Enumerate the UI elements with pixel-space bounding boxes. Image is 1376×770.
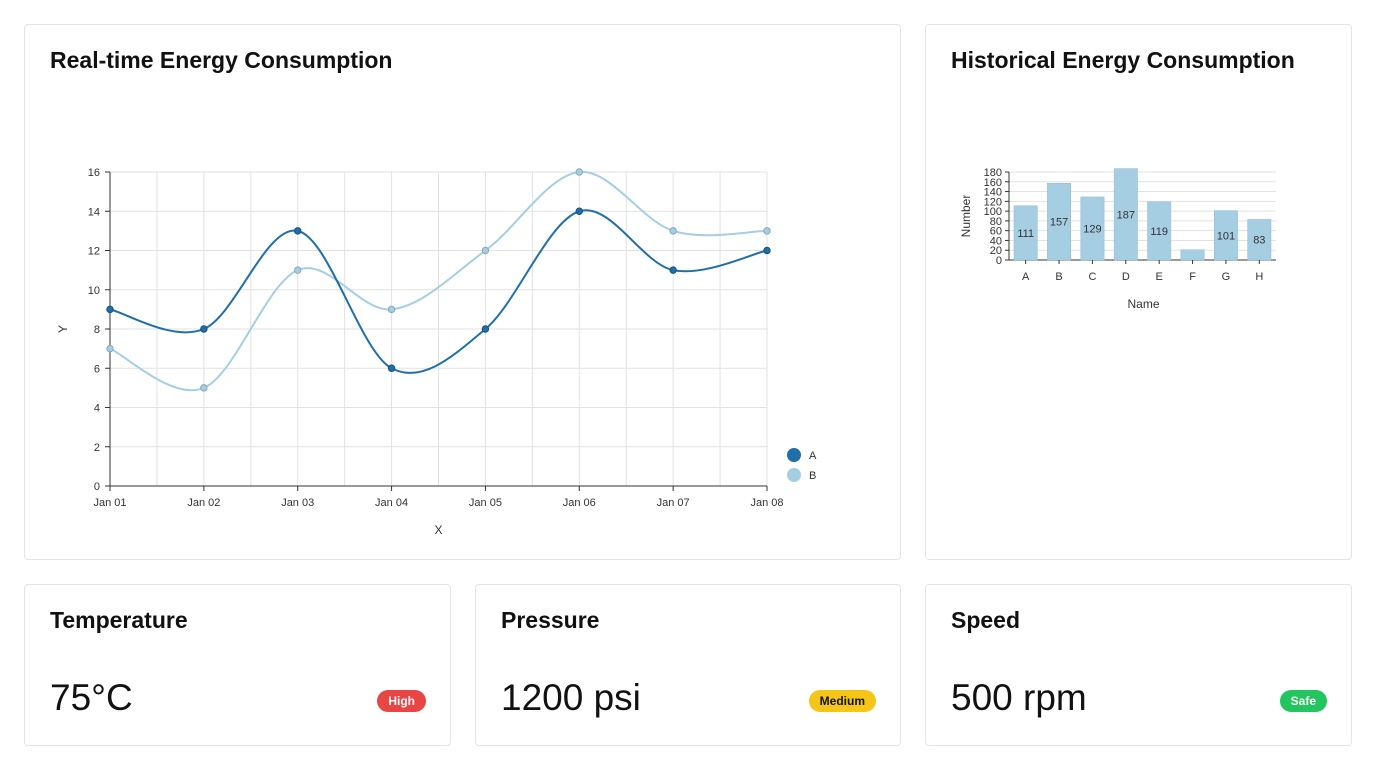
x-axis-label: X	[434, 523, 442, 537]
speed-card: Speed 500 rpm Safe	[925, 584, 1352, 746]
series-A-point	[575, 207, 583, 215]
y-tick-label: 2	[94, 442, 100, 454]
legend-label-A: A	[809, 450, 817, 462]
legend-label-B: B	[809, 470, 816, 482]
series-B-point	[763, 227, 771, 235]
bar-value-label: 187	[1117, 209, 1135, 221]
y-tick-label: 180	[984, 167, 1002, 179]
x-tick-label: C	[1088, 271, 1096, 283]
line-chart-legend: AB	[787, 448, 817, 482]
speed-value: 500 rpm	[951, 677, 1087, 718]
temperature-value: 75°C	[50, 677, 133, 718]
temperature-status-badge: High	[377, 690, 426, 712]
series-A-point	[763, 246, 771, 255]
x-tick-label: D	[1122, 271, 1130, 283]
x-tick-label: G	[1222, 271, 1231, 283]
series-A-point	[481, 325, 490, 333]
x-tick-label: F	[1189, 271, 1196, 283]
x-tick-label: Jan 06	[563, 497, 596, 509]
bar-value-label: 119	[1150, 226, 1168, 238]
legend-swatch-A	[787, 448, 801, 462]
y-tick-label: 12	[88, 246, 100, 258]
bar-F	[1180, 249, 1205, 261]
y-tick-label: 16	[88, 167, 100, 179]
series-B-point	[106, 344, 114, 353]
speed-title: Speed	[951, 607, 1021, 633]
y-tick-label: 80	[990, 216, 1002, 228]
y-axis-label: Y	[56, 325, 70, 333]
x-tick-label: Jan 02	[187, 497, 220, 509]
x-axis-label: Name	[1127, 297, 1159, 311]
y-tick-label: 14	[88, 206, 100, 218]
speed-status-badge: Safe	[1279, 690, 1327, 712]
series-B-point	[387, 305, 396, 314]
x-tick-label: Jan 03	[281, 497, 314, 509]
y-tick-label: 60	[990, 226, 1002, 238]
y-tick-label: 8	[94, 324, 100, 336]
y-tick-label: 160	[984, 177, 1002, 189]
y-tick-label: 40	[990, 235, 1002, 247]
bar-value-label: 83	[1253, 235, 1265, 247]
series-B-point	[669, 227, 677, 235]
x-tick-label: Jan 08	[750, 497, 783, 509]
bar-value-label: 157	[1050, 217, 1068, 229]
series-A-point	[294, 227, 302, 235]
realtime-line-chart: 0 2 4 6 8 10 12 14 16 Jan 01 Jan 02 Jan 03 Jan 04 Jan…	[56, 167, 817, 537]
y-axis-label: Number	[959, 195, 973, 238]
series-A-point	[106, 305, 114, 314]
series-A-point	[387, 364, 396, 372]
series-A-point	[669, 266, 677, 274]
bar-value-label: 111	[1017, 228, 1034, 240]
bar-value-label: 129	[1083, 223, 1101, 235]
x-tick-label: H	[1255, 271, 1263, 283]
series-B-point	[200, 384, 208, 392]
temperature-title: Temperature	[50, 607, 188, 633]
x-tick-label: A	[1022, 271, 1030, 283]
x-tick-label: Jan 04	[375, 497, 408, 509]
realtime-energy-card: Real-time Energy Consumption 0 2 4 6 8 10 12 14…	[24, 24, 901, 560]
pressure-title: Pressure	[501, 607, 600, 633]
series-A-point	[200, 325, 208, 333]
y-tick-label: 140	[984, 187, 1002, 199]
legend-swatch-B	[787, 468, 801, 482]
x-tick-label: Jan 05	[469, 497, 502, 509]
x-tick-label: Jan 07	[657, 497, 690, 509]
pressure-value: 1200 psi	[501, 677, 641, 718]
y-tick-label: 0	[94, 481, 100, 493]
y-tick-label: 4	[94, 403, 100, 415]
y-tick-label: 120	[984, 196, 1002, 208]
bar-value-label: 101	[1217, 230, 1235, 242]
historical-energy-card: Historical Energy Consumption 0 20 40 60 80 1…	[925, 24, 1352, 560]
y-tick-label: 6	[94, 363, 100, 375]
series-B-point	[294, 266, 302, 274]
line-chart-grid	[109, 171, 768, 487]
realtime-chart-title: Real-time Energy Consumption	[50, 47, 393, 73]
x-tick-label: B	[1055, 271, 1062, 283]
temperature-card: Temperature 75°C High	[24, 584, 451, 746]
series-B-point	[481, 246, 490, 255]
y-tick-label: 0	[996, 255, 1002, 267]
y-tick-label: 100	[984, 206, 1002, 218]
y-tick-label: 20	[990, 245, 1002, 257]
pressure-status-badge: Medium	[808, 690, 876, 712]
x-tick-label: Jan 01	[93, 497, 126, 509]
y-tick-label: 10	[88, 285, 100, 297]
series-B-line	[109, 170, 768, 392]
series-B-point	[575, 168, 583, 176]
historical-chart-title: Historical Energy Consumption	[951, 47, 1295, 73]
x-tick-label: E	[1156, 271, 1163, 283]
pressure-card: Pressure 1200 psi Medium	[475, 584, 901, 746]
series-A-line	[109, 209, 768, 374]
